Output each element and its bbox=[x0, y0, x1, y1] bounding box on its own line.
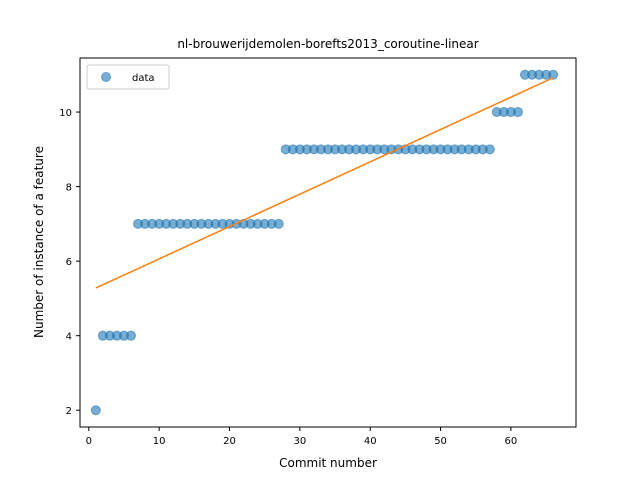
y-tick-label: 6 bbox=[66, 257, 72, 268]
legend: data bbox=[86, 64, 170, 90]
data-point bbox=[273, 218, 284, 229]
y-axis: 2 4 6 8 10 bbox=[59, 108, 80, 417]
x-tick-label: 50 bbox=[434, 436, 447, 447]
data-point bbox=[484, 144, 495, 155]
legend-marker-data bbox=[101, 72, 111, 82]
legend-box bbox=[86, 64, 170, 90]
data-point bbox=[126, 330, 137, 341]
x-tick-label: 20 bbox=[223, 436, 236, 447]
axes-frame bbox=[79, 57, 577, 428]
x-tick-label: 0 bbox=[86, 436, 92, 447]
trend-line bbox=[95, 77, 554, 289]
data-point bbox=[90, 405, 101, 416]
chart-title: nl-brouwerijdemolen-borefts2013_coroutin… bbox=[177, 37, 478, 51]
data-point bbox=[512, 107, 523, 118]
legend-label-data: data bbox=[132, 73, 155, 84]
y-tick-label: 4 bbox=[66, 332, 72, 343]
x-axis-label: Commit number bbox=[279, 456, 377, 470]
x-axis: 0 10 20 30 40 50 60 bbox=[86, 427, 518, 447]
x-tick-label: 10 bbox=[153, 436, 166, 447]
plot-area bbox=[90, 69, 559, 416]
y-tick-label: 2 bbox=[66, 406, 72, 417]
y-tick-label: 10 bbox=[59, 108, 72, 119]
x-tick-label: 60 bbox=[505, 436, 518, 447]
x-tick-label: 40 bbox=[364, 436, 377, 447]
x-tick-label: 30 bbox=[293, 436, 306, 447]
data-point bbox=[548, 69, 559, 80]
y-tick-label: 8 bbox=[66, 183, 72, 194]
y-axis-label: Number of instance of a feature bbox=[32, 146, 46, 338]
